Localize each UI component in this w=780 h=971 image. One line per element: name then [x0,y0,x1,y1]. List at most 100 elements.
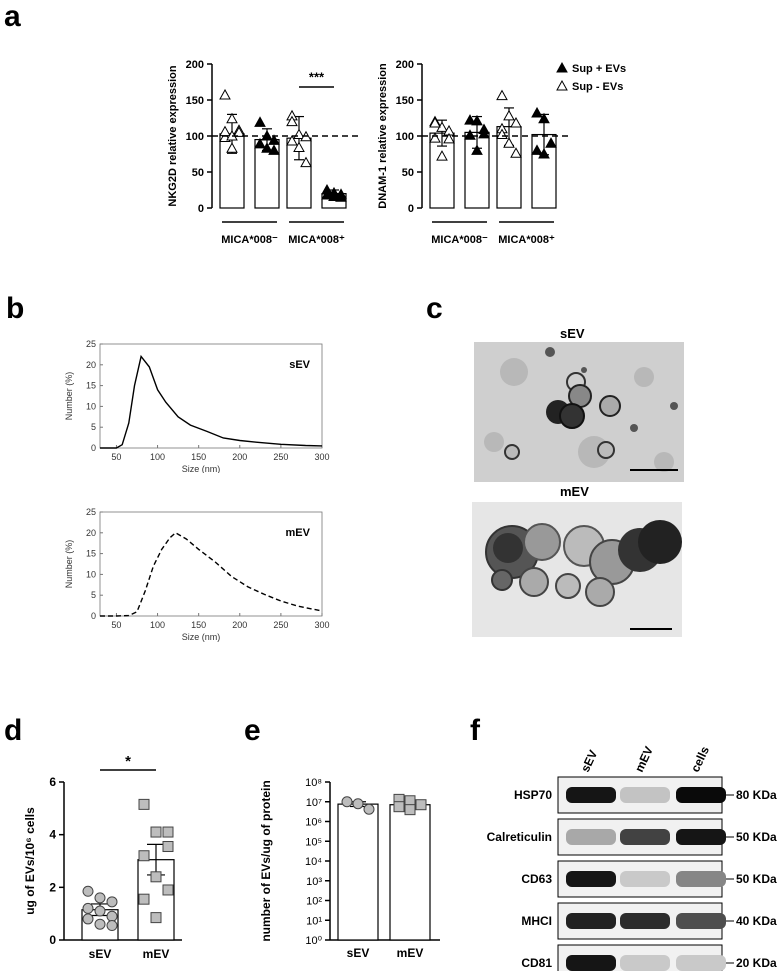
x-tick-label: 200 [232,452,247,462]
band [620,871,670,887]
bar [389,804,431,941]
chart-b-sev: 50 100 150 200 250 300 0 5 10 15 20 25 Size (nm) Numb… [64,339,330,473]
data-point [300,156,312,168]
band [566,829,616,845]
band [676,871,726,887]
data-point [94,918,106,930]
chart-e: number of EVs/ug of protein 10⁰ 10¹ 10² 10³ 1… [259,777,440,960]
data-point [261,142,273,153]
band [620,829,670,845]
size-label: 80 KDa [736,788,777,802]
protein-label: Calreticulin [487,830,552,844]
data-point [233,126,245,137]
x-axis-label: Size (nm) [182,632,221,642]
y-tick-label: 2 [49,880,56,894]
x-tick-label: 300 [314,620,329,630]
data-point [219,88,231,100]
protein-label: MHCI [521,914,552,928]
x-tick-label: 50 [111,620,121,630]
y-tick-label: 15 [86,381,96,391]
x-tick-label: 150 [191,452,206,462]
y-tick-label: 10¹ [306,915,322,927]
band [566,871,616,887]
y-tick-label: 100 [186,131,204,143]
lane-label: mEV [632,745,656,774]
tem-label-sev: sEV [560,326,585,341]
size-label: 20 KDa [736,956,777,970]
chart-title: mEV [286,527,311,539]
y-axis-label: number of EVs/ug of protein [259,780,273,941]
bar [337,803,379,941]
legend-marker [556,61,568,73]
data-point [436,150,448,161]
series-line [100,354,323,449]
chart-a-dnam1: DNAM-1 relative expression 0 50 100 150 200 MI… [377,59,626,246]
data-point [82,885,94,897]
data-point [335,191,347,202]
y-tick-label: 10⁶ [305,817,322,829]
data-point [138,850,150,862]
y-tick-label: 0 [198,203,204,215]
y-tick-label: 4 [49,828,56,842]
y-axis-label: ug of EVs/10⁶ cells [23,807,37,915]
x-tick-label: 300 [314,452,329,462]
y-tick-label: 10⁰ [305,935,322,947]
y-tick-label: 10⁷ [306,797,322,809]
y-tick-label: 100 [396,131,414,143]
x-tick-label: 100 [150,452,165,462]
data-point [352,798,364,810]
y-axis-label: NKG2D relative expression [167,65,179,207]
data-point [531,144,543,155]
data-point [429,132,441,143]
tem-label-mev: mEV [560,484,589,499]
tem-image-mev [472,502,682,637]
x-tick-label: mEV [397,946,424,960]
x-tick-label: 50 [111,452,121,462]
band [566,787,616,803]
data-point [464,129,476,140]
significance-label: * [125,753,131,770]
western-blot: sEV mEV cells HSP70 80 KDa Calreticulin 50 KDa… [487,745,777,971]
data-point [531,106,543,118]
data-point [443,132,455,144]
y-tick-label: 50 [192,167,204,179]
y-tick-label: 20 [86,360,96,370]
data-point [496,89,508,101]
data-point [471,114,483,126]
plot-frame [99,511,323,617]
y-tick-label: 15 [86,549,96,559]
data-point [268,144,280,155]
data-point [510,147,522,158]
y-tick-label: 200 [186,59,204,71]
band [566,955,616,971]
y-tick-label: 25 [86,507,96,517]
data-point [503,109,515,121]
chart-a-nkg2d: NKG2D relative expression 0 50 100 150 200 MIC… [167,59,360,246]
data-point [162,841,174,853]
data-point [293,141,305,153]
y-tick-label: 10⁵ [305,836,322,848]
data-point [150,826,162,838]
data-point [254,137,266,149]
panel-letter-f: f [470,714,480,747]
group-label: MICA*008⁺ [288,234,345,246]
data-point [94,892,106,904]
protein-label: CD63 [521,872,552,886]
y-tick-label: 200 [396,59,414,71]
data-point [94,905,106,917]
data-point [471,144,483,155]
group-label: MICA*008⁺ [498,234,555,246]
band [620,787,670,803]
data-point [363,803,375,815]
legend-marker [556,79,568,91]
tem-image-sev [474,342,684,482]
y-axis-label: DNAM-1 relative expression [377,63,389,209]
protein-label: HSP70 [514,788,552,802]
group-label: MICA*008⁻ [221,234,278,246]
data-point [429,117,441,128]
data-point [341,796,353,808]
y-tick-label: 10⁸ [305,777,322,789]
y-tick-label: 10³ [306,876,322,888]
x-tick-label: 100 [150,620,165,630]
significance-label: *** [309,69,325,84]
